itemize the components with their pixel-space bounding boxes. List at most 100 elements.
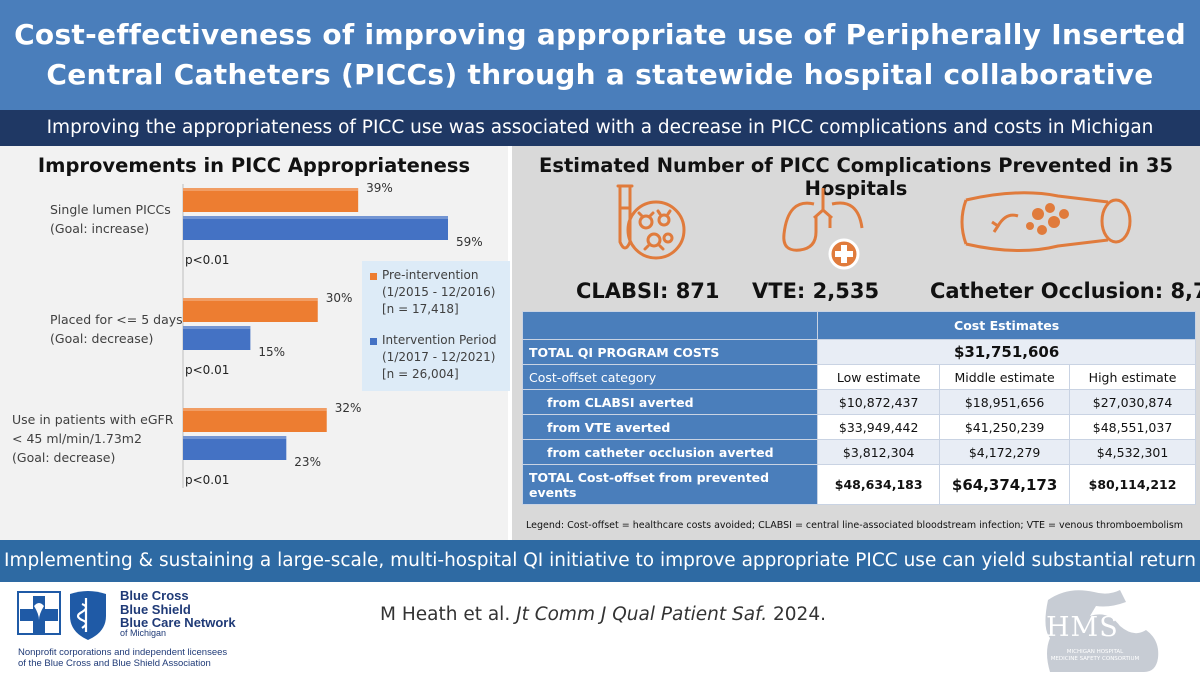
bar-pre (183, 188, 359, 212)
p-value-label: p<0.01 (185, 473, 229, 487)
occlusion-count: Catheter Occlusion: 8,743 (930, 279, 1200, 303)
row-label-vte: from VTE averted (521, 414, 819, 440)
bar-intervention (183, 326, 251, 350)
legend-swatch-intervention (370, 338, 377, 345)
bar-intervention (183, 436, 287, 460)
bc-line-4: of Michigan (120, 628, 167, 638)
bar-highlight (183, 408, 327, 411)
conclusion-bar: Implementing & sustaining a large-scale,… (0, 540, 1200, 613)
occluded-vessel-icon (960, 191, 1132, 252)
table-cell: $27,030,874 (1069, 389, 1196, 415)
total-high: $80,114,212 (1069, 464, 1196, 505)
p-value-label: p<0.01 (185, 253, 229, 267)
header-banner (0, 0, 1200, 110)
bar-highlight (183, 216, 448, 219)
table-cell: $10,872,437 (817, 389, 941, 415)
lungs-icon (782, 188, 864, 270)
table-row: from catheter occlusion averted $3,812,3… (521, 439, 1196, 465)
category-label: < 45 ml/min/1.73m2 (12, 431, 142, 446)
table-header-row: Cost Estimates (521, 311, 1196, 340)
title-line-1: Cost-effectiveness of improving appropri… (14, 18, 1186, 51)
legend-intervention-period: (1/2017 - 12/2021) (382, 350, 496, 364)
table-cell: $18,951,656 (939, 389, 1071, 415)
bc-line-3: Blue Care Network (120, 615, 236, 630)
bar-highlight (183, 436, 287, 439)
data-label: 23% (294, 455, 321, 469)
table-row: from CLABSI averted $10,872,437 $18,951,… (521, 389, 1196, 415)
row-label-clabsi: from CLABSI averted (521, 389, 819, 415)
bc-note-1: Nonprofit corporations and independent l… (18, 647, 228, 658)
legend-item-intervention: Intervention Period (1/2017 - 12/2021) [… (370, 332, 496, 383)
bc-note-2: of the Blue Cross and Blue Shield Associ… (18, 658, 211, 669)
citation-authors: M Heath et al. (380, 604, 511, 625)
bcbs-wordmark: Blue Cross Blue Shield Blue Care Network (120, 589, 236, 630)
cost-estimates-header: Cost Estimates (817, 311, 1196, 340)
bar-highlight (183, 298, 318, 301)
table-cell: $41,250,239 (939, 414, 1071, 440)
table-row-program: TOTAL QI PROGRAM COSTS $31,751,606 (521, 339, 1196, 365)
bar-pre (183, 298, 318, 322)
legend-pre-n: [n = 17,418] (382, 302, 459, 316)
blue-cross-blue-shield-logo (17, 591, 106, 640)
table-legend: Legend: Cost-offset = healthcare costs a… (526, 520, 1184, 531)
legend-intervention-n: [n = 26,004] (382, 367, 459, 381)
category-label: (Goal: decrease) (50, 331, 153, 346)
hms-line-1: MICHIGAN HOSPITAL (1066, 649, 1124, 655)
citation-year: 2024. (773, 604, 826, 625)
bar-highlight (183, 188, 359, 191)
data-label: 59% (456, 235, 483, 249)
legend-pre-name: Pre-intervention (382, 268, 479, 282)
category-label: Placed for <= 5 days (50, 312, 183, 327)
table-row-total: TOTAL Cost-offset from prevented events … (521, 464, 1196, 505)
col-low: Low estimate (817, 364, 941, 390)
program-cost-label: TOTAL QI PROGRAM COSTS (521, 339, 819, 365)
complications-title: Estimated Number of PICC Complications P… (539, 154, 1173, 200)
clabsi-count: CLABSI: 871 (576, 279, 720, 303)
col-high: High estimate (1069, 364, 1196, 390)
table-row-category: Cost-offset category Low estimate Middle… (521, 364, 1196, 390)
bar-highlight (183, 326, 251, 329)
table-cell: $3,812,304 (817, 439, 941, 465)
legend-item-pre: Pre-intervention (1/2015 - 12/2016) [n =… (370, 267, 495, 318)
program-cost-value: $31,751,606 (817, 339, 1196, 365)
chart-legend: Pre-intervention (1/2015 - 12/2016) [n =… (362, 261, 510, 391)
data-label: 15% (258, 345, 285, 359)
bacteria-tube-icon (616, 184, 686, 260)
table-corner-cell (521, 311, 819, 340)
data-label: 39% (366, 181, 393, 195)
category-label: Use in patients with eGFR (12, 412, 174, 427)
hms-logo: HMS (1046, 612, 1119, 643)
bc-line-1: Blue Cross (120, 588, 189, 603)
col-middle: Middle estimate (939, 364, 1071, 390)
bcbs-note: Nonprofit corporations and independent l… (18, 647, 227, 669)
bc-line-2: Blue Shield (120, 601, 191, 617)
citation-journal: Jt Comm J Qual Patient Saf. (516, 604, 768, 625)
data-label: 30% (326, 291, 353, 305)
category-label: Single lumen PICCs (50, 202, 171, 217)
table-cell: $4,532,301 (1069, 439, 1196, 465)
category-label: Cost-offset category (521, 364, 819, 390)
footer (0, 582, 1200, 675)
cost-estimates-table: Cost Estimates TOTAL QI PROGRAM COSTS $3… (521, 311, 1196, 505)
vte-count: VTE: 2,535 (752, 279, 880, 303)
subtitle-bar: Improving the appropriateness of PICC us… (0, 110, 1200, 146)
michigan-map-logo (1045, 590, 1159, 672)
total-low: $48,634,183 (817, 464, 941, 505)
legend-intervention-name: Intervention Period (382, 333, 497, 347)
bar-pre (183, 408, 327, 432)
p-value-label: p<0.01 (185, 363, 229, 377)
hms-subtitle: MICHIGAN HOSPITAL MEDICINE SAFETY CONSOR… (1020, 649, 1170, 663)
category-label: (Goal: increase) (50, 221, 149, 236)
citation: M Heath et al. Jt Comm J Qual Patient Sa… (380, 604, 826, 625)
table-row: from VTE averted $33,949,442 $41,250,239… (521, 414, 1196, 440)
total-middle: $64,374,173 (939, 464, 1071, 505)
row-label-occlusion: from catheter occlusion averted (521, 439, 819, 465)
total-offset-label: TOTAL Cost-offset from prevented events (521, 464, 819, 505)
table-cell: $48,551,037 (1069, 414, 1196, 440)
chart-title: Improvements in PICC Appropriateness (37, 154, 471, 177)
appropriateness-bar-chart: Single lumen PICCs (Goal: increase) 39% 59%… (12, 181, 483, 488)
legend-pre-period: (1/2015 - 12/2016) (382, 285, 496, 299)
legend-swatch-pre (370, 273, 377, 280)
category-label: (Goal: decrease) (12, 450, 115, 465)
hms-line-2: MEDICINE SAFETY CONSORTIUM (1050, 656, 1140, 662)
